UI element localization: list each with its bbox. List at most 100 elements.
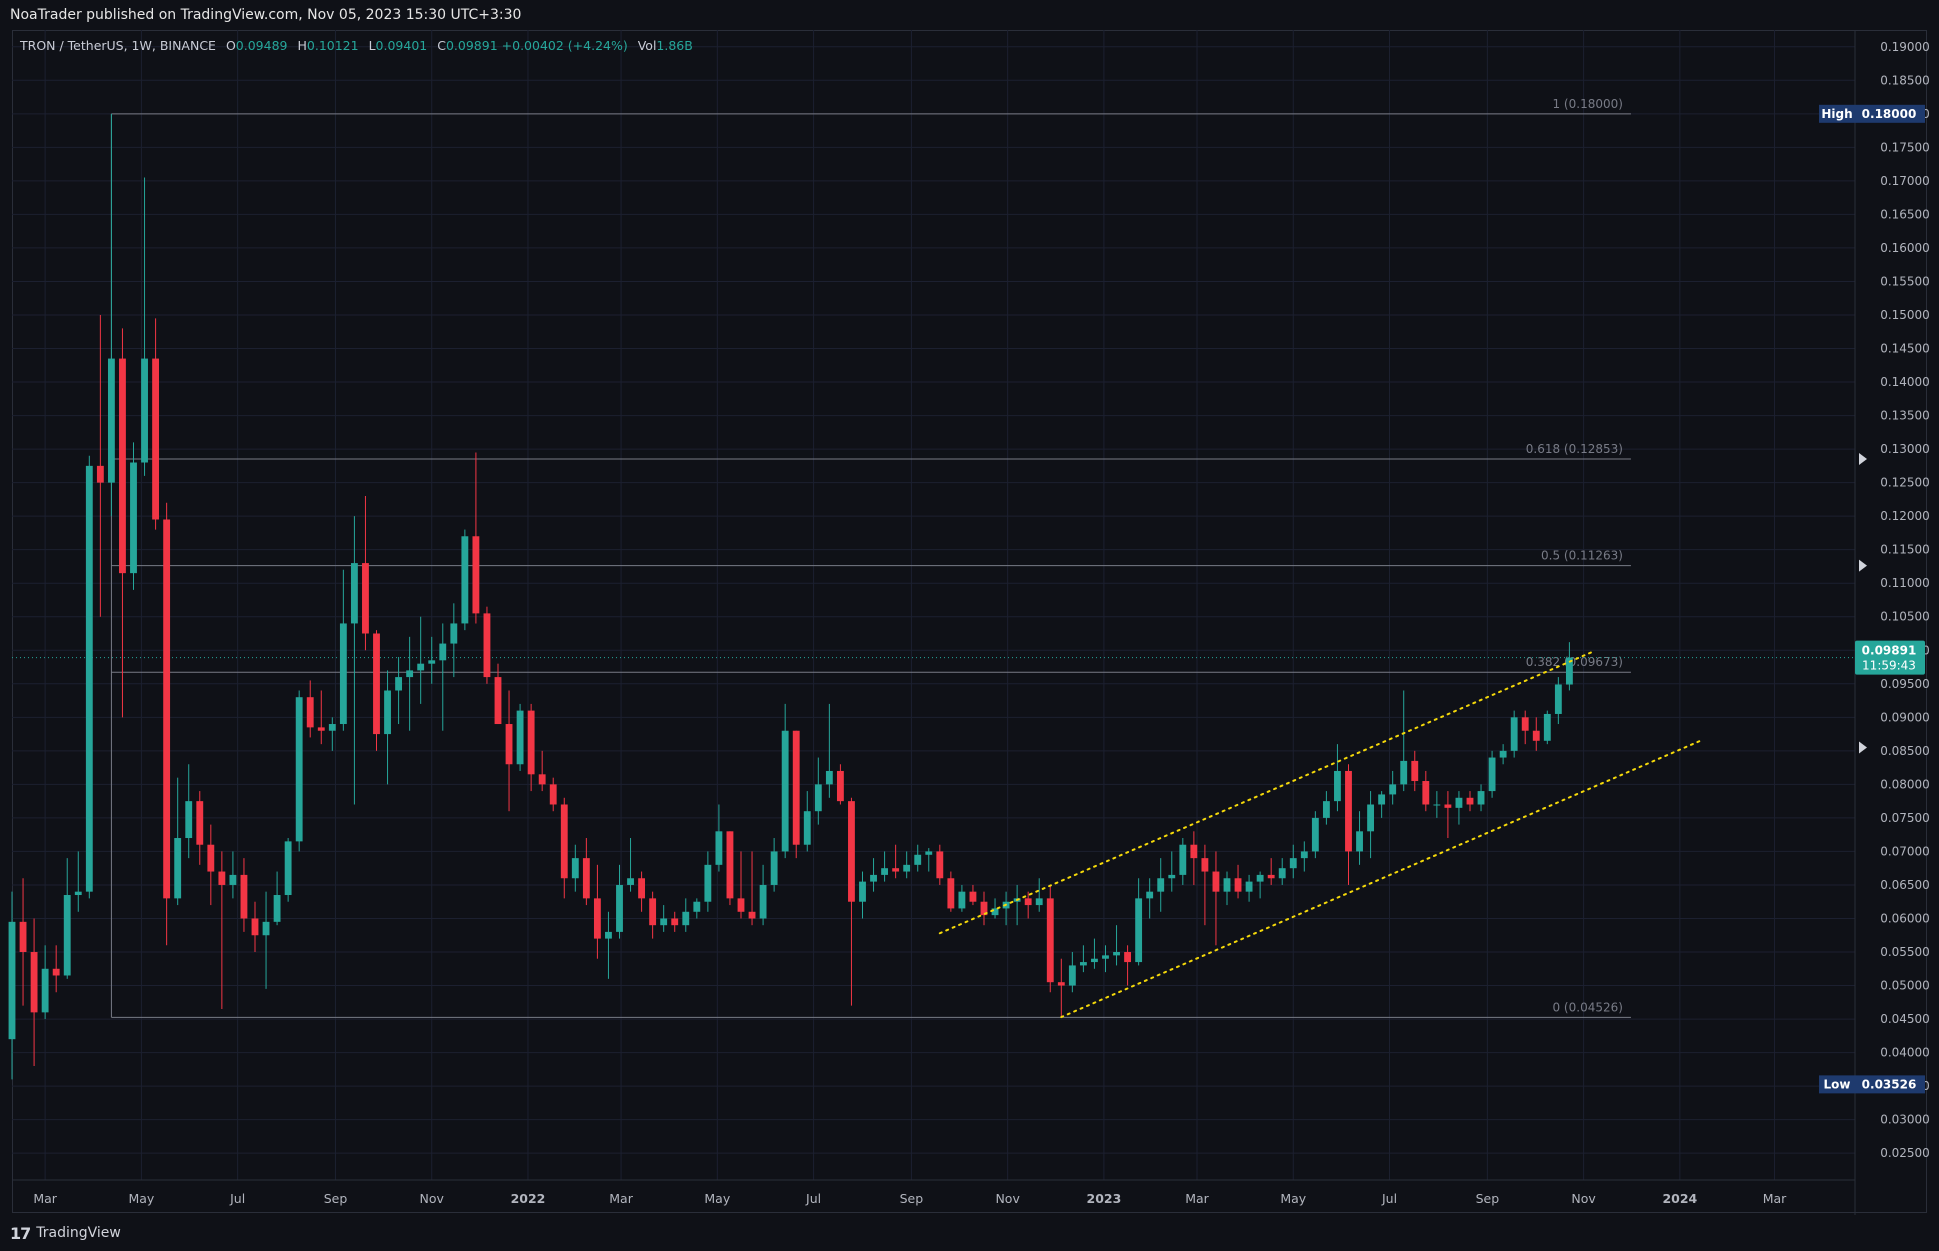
y-tick-label: 0.11000: [1880, 576, 1930, 590]
candle-body: [991, 908, 999, 916]
y-tick-label: 0.17500: [1880, 140, 1930, 154]
candle-body: [1422, 781, 1430, 805]
candle-body: [328, 724, 336, 731]
high-price-value-bg: [1855, 104, 1925, 123]
candle-body: [848, 801, 855, 902]
candle-body: [306, 697, 314, 728]
candle-body: [1245, 881, 1253, 892]
candle-body: [627, 878, 634, 885]
candle-body: [1433, 804, 1441, 806]
candle-body: [130, 462, 137, 574]
candle-body: [1444, 804, 1452, 808]
candle-body: [1345, 770, 1352, 852]
candle-body: [339, 623, 347, 725]
x-tick-label: May: [1280, 1191, 1306, 1206]
candle-body: [1234, 878, 1242, 892]
candle-body: [715, 831, 723, 865]
y-tick-label: 0.11500: [1880, 543, 1930, 557]
y-tick-label: 0.07000: [1880, 844, 1930, 858]
candle-body: [41, 968, 49, 1013]
y-tick-label: 0.08000: [1880, 777, 1930, 791]
candle-body: [737, 898, 745, 912]
low-price-label-bg: [1819, 1075, 1855, 1094]
candle-body: [119, 358, 126, 574]
candle-body: [969, 891, 977, 902]
candle-body: [152, 358, 160, 520]
candle-body: [682, 911, 690, 926]
x-tick-label: Jul: [229, 1191, 245, 1206]
candle-body: [1190, 844, 1198, 859]
axis-marker-arrow-icon: [1859, 559, 1867, 572]
published-line: NoaTrader published on TradingView.com, …: [10, 7, 522, 23]
candle-body: [185, 801, 193, 839]
candle-body: [892, 868, 900, 872]
candle-body: [1510, 717, 1518, 751]
candle-body: [1212, 871, 1220, 892]
low-label: L: [368, 38, 376, 53]
candle-body: [560, 804, 568, 879]
x-tick-label: Sep: [900, 1191, 924, 1206]
x-tick-label: Nov: [1571, 1191, 1596, 1206]
candle-body: [30, 952, 38, 1013]
candle-body: [1322, 801, 1330, 818]
candle-body: [373, 633, 380, 735]
candle-body: [1554, 684, 1562, 714]
candle-body: [1091, 958, 1098, 963]
x-tick-label: Nov: [995, 1191, 1020, 1206]
tradingview-brand: TradingView: [36, 1225, 121, 1241]
candle-body: [1024, 898, 1032, 906]
candle-body: [1223, 878, 1231, 892]
x-tick-label: Jul: [1381, 1191, 1397, 1206]
candle-body: [52, 968, 60, 976]
x-tick-label: Mar: [1763, 1191, 1787, 1206]
candle-body: [616, 884, 623, 932]
candle-body: [1367, 804, 1375, 832]
symbol-legend: TRON / TetherUS, 1W, BINANCE O0.09489 H0…: [20, 38, 693, 53]
candle-body: [759, 884, 767, 919]
last-price-value: 0.09891: [1862, 644, 1917, 658]
candle-body: [384, 690, 391, 735]
channel-line-lower: [1060, 739, 1702, 1019]
y-tick-label: 0.14500: [1880, 342, 1930, 356]
y-tick-label: 0.15000: [1880, 308, 1930, 322]
x-tick-label: May: [704, 1191, 730, 1206]
y-tick-label: 0.04000: [1880, 1046, 1930, 1060]
candle-body: [1102, 955, 1109, 959]
candle-body: [1400, 760, 1408, 785]
low-price-value-bg: [1855, 1075, 1925, 1094]
y-tick-label: 0.02500: [1880, 1146, 1930, 1160]
volume-value: 1.86B: [656, 38, 693, 53]
candle-body: [417, 663, 425, 671]
candle-body: [1124, 952, 1132, 963]
candle-body: [96, 465, 104, 483]
y-tick-label: 0.16500: [1880, 207, 1930, 221]
open-value: 0.09489: [235, 38, 288, 53]
candle-body: [174, 838, 182, 899]
y-tick-label: 0.03000: [1880, 1113, 1930, 1127]
symbol-label: TRON / TetherUS, 1W, BINANCE: [20, 38, 216, 53]
candle-body: [1157, 878, 1165, 892]
y-tick-label: 0.12000: [1880, 509, 1930, 523]
y-tick-label: 0.10500: [1880, 610, 1930, 624]
candle-body: [649, 898, 657, 926]
y-tick-label: 0.07500: [1880, 811, 1930, 825]
y-tick-label: 0.18500: [1880, 73, 1930, 87]
candle-body: [1256, 874, 1264, 882]
candle-body: [1146, 891, 1154, 899]
candle-body: [1488, 757, 1496, 792]
candle-body: [439, 643, 447, 661]
candle-body: [516, 710, 524, 765]
candle-body: [483, 613, 491, 678]
candle-body: [671, 918, 679, 926]
y-tick-label: 0.17000: [1880, 174, 1930, 188]
candle-body: [284, 841, 292, 896]
open-label: O: [225, 38, 236, 53]
candle-body: [693, 901, 701, 912]
candle-body: [1311, 817, 1319, 852]
volume-label: Vol: [637, 38, 657, 53]
published-header: NoaTrader published on TradingView.com, …: [0, 0, 1939, 30]
candle-body: [1300, 851, 1308, 859]
x-tick-label: Mar: [609, 1191, 633, 1206]
candle-body: [207, 844, 215, 872]
